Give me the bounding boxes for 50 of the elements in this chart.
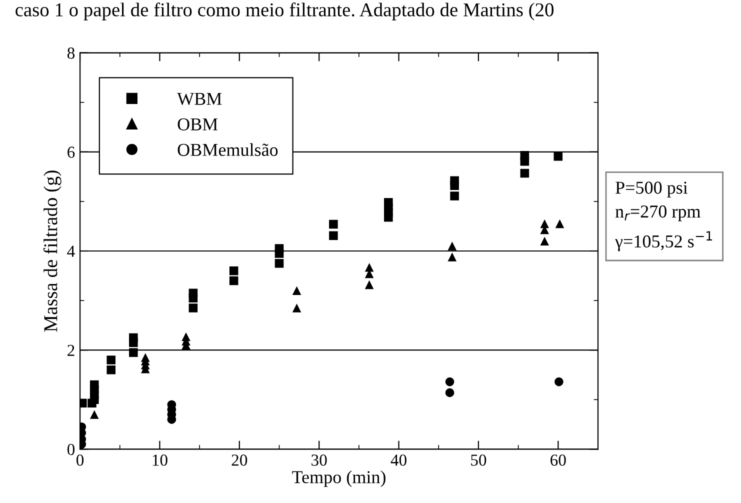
point (555, 219, 564, 228)
x-tick-label: 60 (550, 454, 566, 466)
x-tick-label: 40 (390, 454, 406, 466)
y-tick-label: 8 (67, 48, 75, 59)
point (229, 276, 238, 286)
y-axis-title: Massa de filtrado (g) (43, 170, 62, 332)
point (129, 348, 138, 357)
point (90, 380, 99, 390)
point (274, 258, 284, 268)
y-tick-label: 2 (68, 344, 74, 356)
point (106, 366, 116, 374)
x-axis-title: Tempo (min) (292, 470, 386, 487)
x-tick-label: 50 (471, 454, 486, 466)
point (450, 181, 459, 190)
point (540, 236, 549, 246)
point (229, 266, 238, 276)
point (520, 168, 530, 178)
point (520, 156, 530, 166)
point (292, 304, 302, 312)
point (292, 286, 302, 296)
y-tick-label: 0 (67, 444, 75, 456)
text: caso 1 o papel de filtro como meio filtrante. Adaptado de Martins (20 (16, 2, 554, 20)
y-tick-label: 4 (67, 246, 75, 257)
x-tick-label: 20 (232, 454, 248, 466)
point (448, 242, 457, 250)
y-tick-label: 6 (68, 146, 75, 158)
text: P=500 psi n$_{r}$=270 rpm γ=105,52 s$^{−1}$ (615, 182, 712, 252)
point (129, 338, 138, 348)
point (106, 356, 116, 364)
x-tick-label: 30 (312, 454, 327, 466)
point (448, 252, 457, 262)
point (554, 152, 563, 161)
point (540, 219, 549, 228)
point (274, 249, 284, 258)
x-tick-label: 10 (152, 454, 168, 466)
point (445, 377, 454, 386)
point (384, 212, 393, 222)
point (90, 410, 99, 419)
legend-label: WBM (177, 92, 222, 106)
x-tick-label: 0 (76, 454, 84, 466)
point (554, 377, 564, 386)
legend-label: OBMemulsão (178, 143, 278, 156)
point (329, 231, 338, 240)
point (188, 304, 198, 312)
legend-label: OBM (178, 118, 218, 130)
point (364, 280, 374, 290)
point (188, 294, 198, 302)
point (450, 192, 459, 200)
point (445, 388, 454, 398)
point (329, 220, 338, 229)
